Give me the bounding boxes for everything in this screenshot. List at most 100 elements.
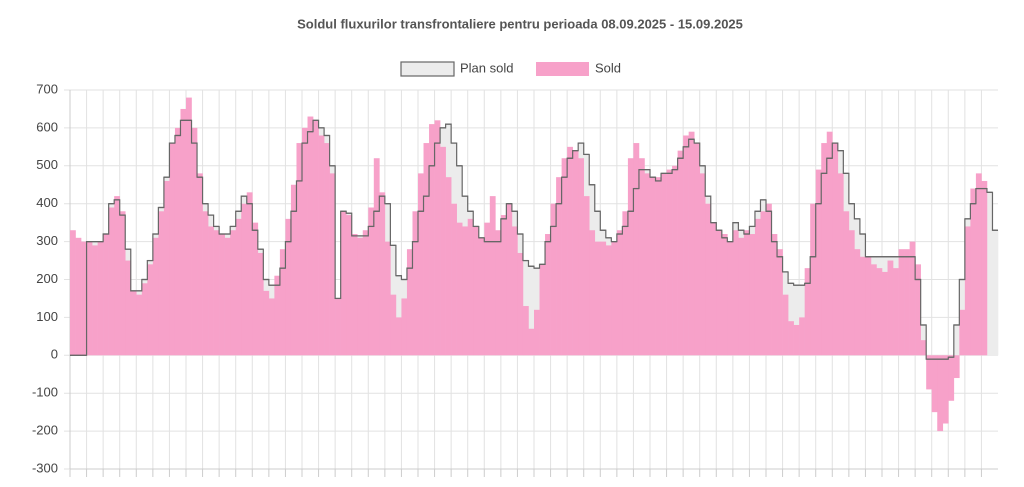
sold-bar <box>799 317 805 356</box>
sold-bar <box>346 215 353 356</box>
sold-bar <box>567 146 573 356</box>
sold-bar <box>429 124 435 356</box>
sold-bar <box>329 173 336 356</box>
sold-bar <box>86 241 93 356</box>
sold-bar <box>147 264 154 356</box>
sold-bar <box>495 230 502 356</box>
sold-bar <box>953 355 960 379</box>
sold-bar <box>920 340 927 356</box>
legend: Plan sold Sold <box>400 60 621 77</box>
sold-bar <box>390 294 397 356</box>
sold-bar <box>224 237 231 356</box>
sold-bar <box>749 234 756 356</box>
sold-bar <box>887 260 894 356</box>
sold-bar <box>837 173 844 356</box>
sold-bar <box>379 192 386 356</box>
sold-bar <box>274 275 281 356</box>
sold-bar <box>948 355 955 401</box>
sold-bar <box>782 294 789 356</box>
y-tick-label: -100 <box>32 385 58 400</box>
plan-fill <box>793 285 800 356</box>
sold-bar <box>832 143 839 356</box>
sold-bar <box>754 218 761 356</box>
sold-bar <box>230 230 237 356</box>
sold-bar <box>959 309 966 356</box>
sold-bar <box>108 207 115 356</box>
sold-bar <box>915 264 921 356</box>
sold-bar <box>119 211 126 356</box>
sold-bar <box>268 298 275 356</box>
sold-bar <box>191 127 198 356</box>
sold-bar <box>534 309 540 356</box>
sold-bar <box>904 249 910 356</box>
sold-bar <box>942 355 949 424</box>
sold-bar <box>788 321 794 356</box>
sold-bar <box>710 222 717 356</box>
sold-bar <box>694 143 701 356</box>
sold-bar <box>561 158 568 356</box>
sold-bar <box>743 230 750 356</box>
sold-bar <box>103 234 109 356</box>
sold-bar <box>125 260 132 356</box>
sold-bar <box>313 120 319 356</box>
sold-bar <box>318 135 325 356</box>
sold-bar <box>163 180 170 356</box>
sold-bar <box>169 143 176 356</box>
sold-bar <box>290 184 297 356</box>
sold-bar <box>440 146 446 356</box>
sold-bar <box>418 173 424 356</box>
sold-bar <box>136 294 143 356</box>
sold-bar <box>285 218 292 356</box>
sold-bar <box>655 177 662 356</box>
sold-bar <box>357 237 364 356</box>
y-tick-label: -200 <box>32 423 58 438</box>
sold-bar <box>550 203 557 356</box>
sold-bar <box>401 298 408 356</box>
sold-bar <box>937 355 944 432</box>
sold-bar <box>296 143 303 356</box>
sold-bar <box>517 252 524 356</box>
sold-bar <box>456 222 463 356</box>
plan-fill <box>986 192 993 356</box>
y-tick-label: 500 <box>36 157 58 172</box>
sold-bar <box>793 324 800 356</box>
y-tick-label: 200 <box>36 271 58 286</box>
sold-bar <box>611 241 618 356</box>
sold-bar <box>545 234 551 356</box>
sold-bar <box>252 222 259 356</box>
sold-bar <box>451 203 457 356</box>
sold-bar <box>235 218 242 356</box>
chart-title: Soldul fluxurilor transfrontaliere pentr… <box>297 16 743 31</box>
sold-bar <box>848 230 855 356</box>
sold-bar <box>484 222 491 356</box>
sold-bar <box>870 264 877 356</box>
sold-bar <box>821 143 828 356</box>
sold-bar <box>727 241 734 356</box>
sold-bar <box>650 177 656 356</box>
sold-bar <box>395 317 402 356</box>
sold-bar <box>197 173 203 356</box>
sold-bar <box>373 158 380 356</box>
sold-bar <box>186 97 192 356</box>
legend-swatch <box>400 61 455 77</box>
sold-bar <box>528 328 535 356</box>
y-tick-label: -300 <box>32 460 58 475</box>
sold-bar <box>257 252 264 356</box>
sold-bar <box>340 211 347 356</box>
sold-bar <box>865 256 872 356</box>
sold-bar <box>622 211 629 356</box>
sold-bar <box>478 237 485 356</box>
sold-bar <box>423 143 430 356</box>
sold-bar <box>174 127 181 356</box>
sold-bar <box>384 241 391 356</box>
sold-bar <box>462 226 469 356</box>
legend-swatch <box>536 62 589 76</box>
sold-bar <box>130 290 137 356</box>
sold-bar <box>721 234 728 356</box>
sold-bar <box>75 237 82 356</box>
sold-bar <box>246 192 253 356</box>
sold-bar <box>412 211 419 356</box>
sold-bar <box>616 230 623 356</box>
sold-bar <box>627 158 634 356</box>
plan-fill <box>788 283 794 356</box>
